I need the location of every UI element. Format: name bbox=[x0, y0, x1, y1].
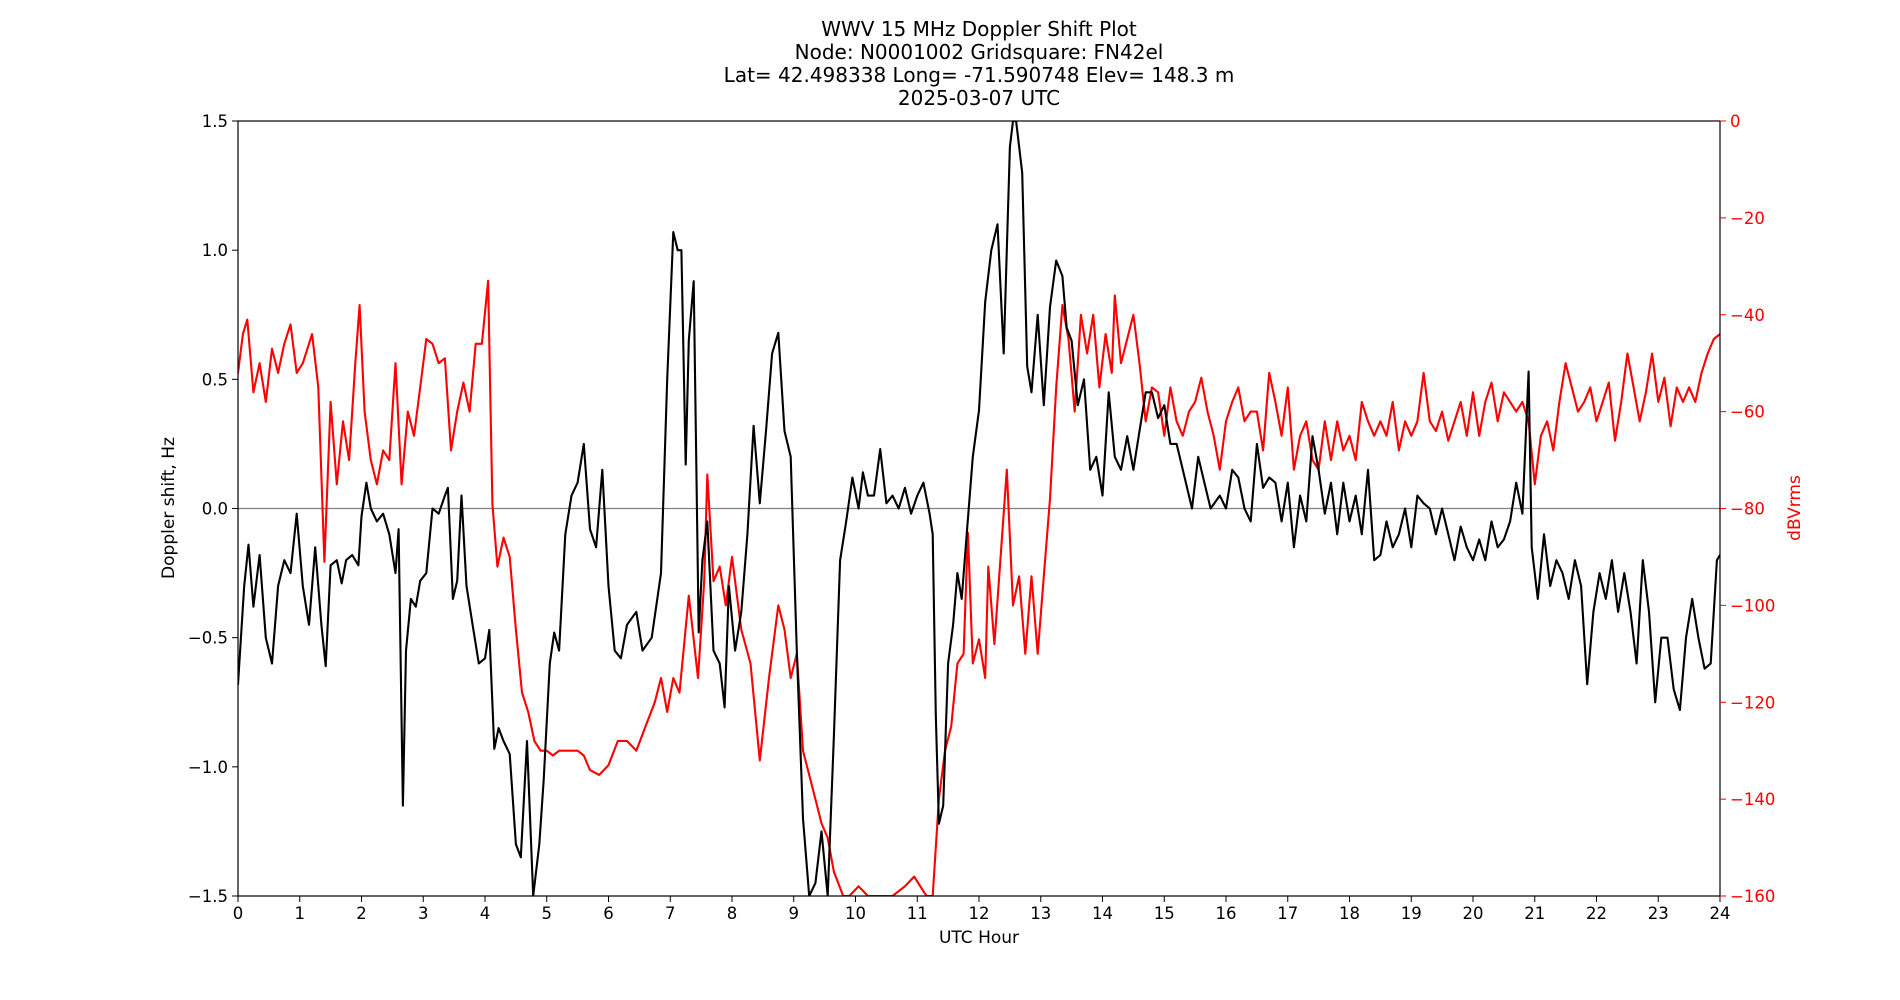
power-series-line bbox=[238, 279, 1720, 896]
x-tick-label: 22 bbox=[1586, 904, 1607, 923]
left-y-axis-label: Doppler shift, Hz bbox=[159, 437, 179, 579]
right-y-tick-label: −80 bbox=[1730, 500, 1765, 519]
title-line-4: 2025-03-07 UTC bbox=[898, 86, 1060, 110]
right-y-tick-label: −100 bbox=[1730, 596, 1775, 615]
left-y-tick-label: 0.5 bbox=[202, 370, 228, 389]
left-y-tick-label: 1.0 bbox=[202, 241, 228, 260]
right-y-tick-label: −160 bbox=[1730, 887, 1775, 906]
right-y-tick-label: −20 bbox=[1730, 209, 1765, 228]
x-tick-label: 3 bbox=[418, 904, 429, 923]
right-y-axis: −160 −140 −120 −100 −80 −60 −40 −20 0 bbox=[1720, 112, 1775, 906]
x-tick-label: 9 bbox=[789, 904, 800, 923]
x-tick-label: 24 bbox=[1710, 904, 1731, 923]
left-y-axis: −1.5 −1.0 −0.5 0.0 0.5 1.0 1.5 bbox=[188, 112, 238, 906]
x-tick-label: 6 bbox=[603, 904, 614, 923]
x-tick-label: 13 bbox=[1030, 904, 1051, 923]
x-tick-label: 0 bbox=[233, 904, 244, 923]
title-line-3: Lat= 42.498338 Long= -71.590748 Elev= 14… bbox=[724, 63, 1235, 87]
x-tick-label: 14 bbox=[1092, 904, 1113, 923]
x-tick-label: 10 bbox=[845, 904, 866, 923]
right-y-tick-label: −40 bbox=[1730, 306, 1765, 325]
x-tick-label: 8 bbox=[727, 904, 738, 923]
x-tick-label: 16 bbox=[1216, 904, 1237, 923]
x-tick-label: 19 bbox=[1401, 904, 1422, 923]
right-y-tick-label: −120 bbox=[1730, 693, 1775, 712]
doppler-series-line bbox=[238, 121, 1720, 896]
x-tick-label: 2 bbox=[356, 904, 367, 923]
x-tick-label: 18 bbox=[1339, 904, 1360, 923]
left-y-tick-label: −0.5 bbox=[188, 629, 228, 648]
x-tick-label: 4 bbox=[480, 904, 491, 923]
x-tick-label: 21 bbox=[1524, 904, 1545, 923]
series-layer bbox=[238, 121, 1720, 896]
x-axis-label: UTC Hour bbox=[939, 928, 1019, 948]
x-tick-label: 5 bbox=[542, 904, 553, 923]
left-y-tick-label: 1.5 bbox=[202, 112, 228, 131]
right-y-tick-label: −140 bbox=[1730, 790, 1775, 809]
x-axis: 0 1 2 3 4 5 6 7 8 9 10 11 12 13 14 15 16 17 18 19 20 21 22 23 24 bbox=[233, 896, 1731, 923]
x-tick-label: 12 bbox=[969, 904, 990, 923]
left-y-tick-label: 0.0 bbox=[202, 500, 228, 519]
title-line-2: Node: N0001002 Gridsquare: FN42el bbox=[795, 40, 1164, 64]
left-y-tick-label: −1.5 bbox=[188, 887, 228, 906]
chart-title: WWV 15 MHz Doppler Shift Plot Node: N000… bbox=[724, 17, 1235, 110]
title-line-1: WWV 15 MHz Doppler Shift Plot bbox=[821, 17, 1137, 41]
right-y-tick-label: 0 bbox=[1730, 112, 1741, 131]
left-y-tick-label: −1.0 bbox=[188, 758, 228, 777]
x-tick-label: 23 bbox=[1648, 904, 1669, 923]
x-tick-label: 15 bbox=[1154, 904, 1175, 923]
right-y-tick-label: −60 bbox=[1730, 403, 1765, 422]
x-tick-label: 1 bbox=[295, 904, 306, 923]
x-tick-label: 7 bbox=[665, 904, 676, 923]
x-tick-label: 17 bbox=[1277, 904, 1298, 923]
x-tick-label: 11 bbox=[907, 904, 928, 923]
right-y-axis-label: dBVrms bbox=[1785, 475, 1805, 541]
x-tick-label: 20 bbox=[1463, 904, 1484, 923]
